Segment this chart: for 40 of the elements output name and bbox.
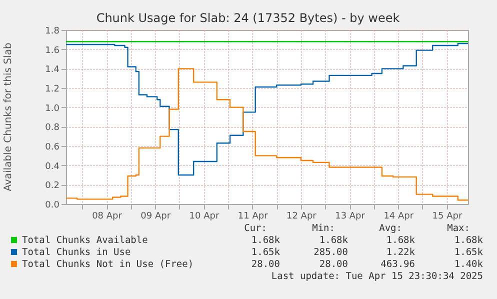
y-tick-label: 0.2 bbox=[45, 181, 60, 192]
y-tick-label: 1.0 bbox=[45, 104, 60, 114]
text: 1.68k bbox=[454, 235, 484, 246]
x-tick-label: 13 Apr bbox=[335, 212, 366, 222]
y-axis-title: Available Chunks for this Slab bbox=[3, 42, 14, 192]
legend-label: Total Chunks Available bbox=[22, 235, 148, 246]
x-tick-label: 10 Apr bbox=[189, 212, 220, 222]
text: 463.96 bbox=[380, 259, 416, 270]
chart-title: Chunk Usage for Slab: 24 (17352 Bytes) - by week bbox=[96, 11, 400, 25]
legend-label: Total Chunks in Use bbox=[22, 247, 131, 258]
text: 1.68k bbox=[251, 235, 280, 246]
text: 28.00 bbox=[319, 259, 348, 270]
x-tick-label: 08 Apr bbox=[92, 212, 122, 222]
x-tick-label: 11 Apr bbox=[238, 212, 268, 222]
text: Avg: bbox=[379, 223, 402, 234]
text: 1.40k bbox=[454, 259, 484, 270]
text: Max: bbox=[447, 223, 470, 234]
text: 1.68k bbox=[319, 235, 348, 246]
y-tick-label: 0.6 bbox=[45, 142, 60, 152]
text: 1.65k bbox=[251, 247, 280, 258]
text: 285.00 bbox=[314, 247, 348, 258]
text: 1.65k bbox=[454, 247, 484, 258]
y-tick-label: 1.8 bbox=[45, 26, 60, 36]
text: 28.00 bbox=[251, 259, 280, 270]
text: Min: bbox=[312, 223, 335, 234]
legend-label: Total Chunks Not in Use (Free) bbox=[22, 259, 194, 270]
text: Cur: bbox=[244, 223, 267, 234]
y-tick-label: 1.4 bbox=[45, 65, 60, 76]
y-tick-label: 0.8 bbox=[45, 123, 60, 134]
y-tick-label: 0.4 bbox=[45, 162, 60, 172]
x-tick-label: 09 Apr bbox=[140, 212, 171, 222]
y-tick-label: 0.0 bbox=[45, 200, 60, 210]
x-tick-label: 14 Apr bbox=[384, 212, 414, 222]
text: 1.68k bbox=[386, 235, 416, 246]
y-tick-label: 1.6 bbox=[45, 46, 60, 56]
y-tick-label: 1.2 bbox=[45, 84, 60, 94]
text: 1.22k bbox=[386, 247, 416, 258]
text: Last update: Tue Apr 15 23:30:34 2025 bbox=[271, 271, 483, 282]
x-tick-label: 12 Apr bbox=[286, 212, 317, 222]
x-tick-label: 15 Apr bbox=[432, 212, 462, 222]
